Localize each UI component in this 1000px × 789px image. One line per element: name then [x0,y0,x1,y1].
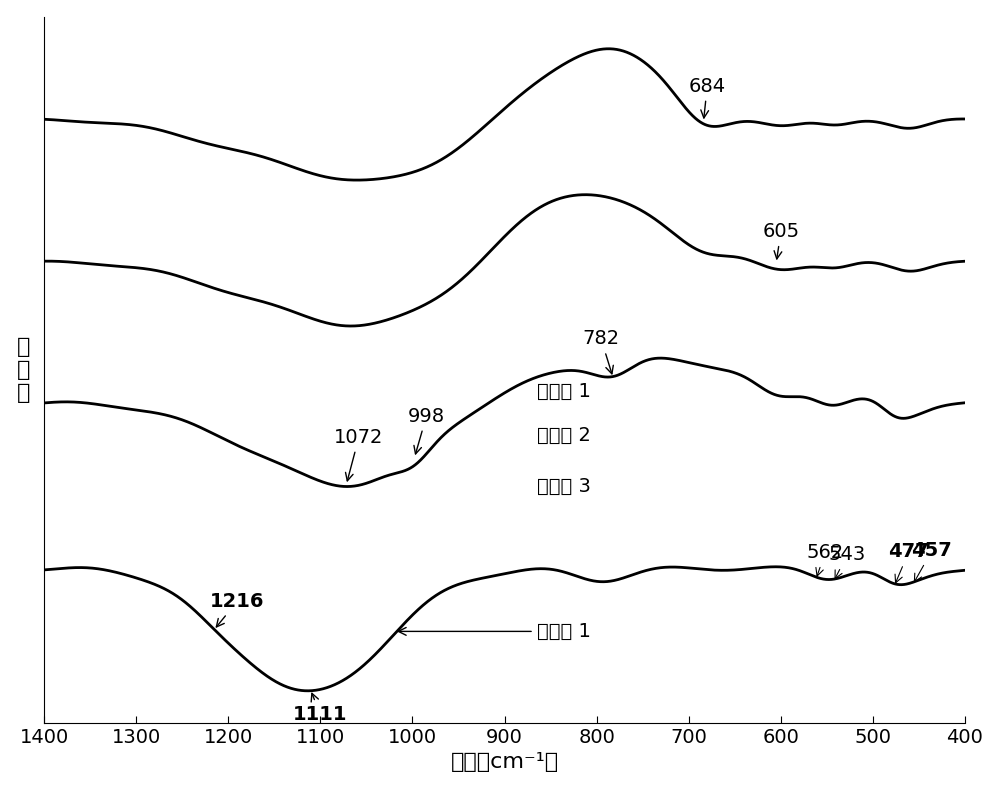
Text: 998: 998 [408,406,445,454]
Text: 1216: 1216 [210,592,264,627]
Text: 对比例 1: 对比例 1 [398,622,591,641]
Text: 实施例 3: 实施例 3 [537,477,591,496]
Text: 1111: 1111 [293,694,348,724]
X-axis label: 波数（cm⁻¹）: 波数（cm⁻¹） [450,753,559,772]
Text: 1072: 1072 [334,428,384,481]
Text: 605: 605 [762,222,799,259]
Text: 实施例 2: 实施例 2 [537,426,591,445]
Text: 562: 562 [807,543,844,576]
Text: 782: 782 [583,330,620,374]
Text: 684: 684 [689,77,726,118]
Text: 457: 457 [911,541,952,581]
Text: 543: 543 [829,545,866,578]
Text: 实施例 1: 实施例 1 [537,382,591,401]
Text: 477: 477 [888,542,929,583]
Y-axis label: 透
光
率: 透 光 率 [17,337,30,403]
